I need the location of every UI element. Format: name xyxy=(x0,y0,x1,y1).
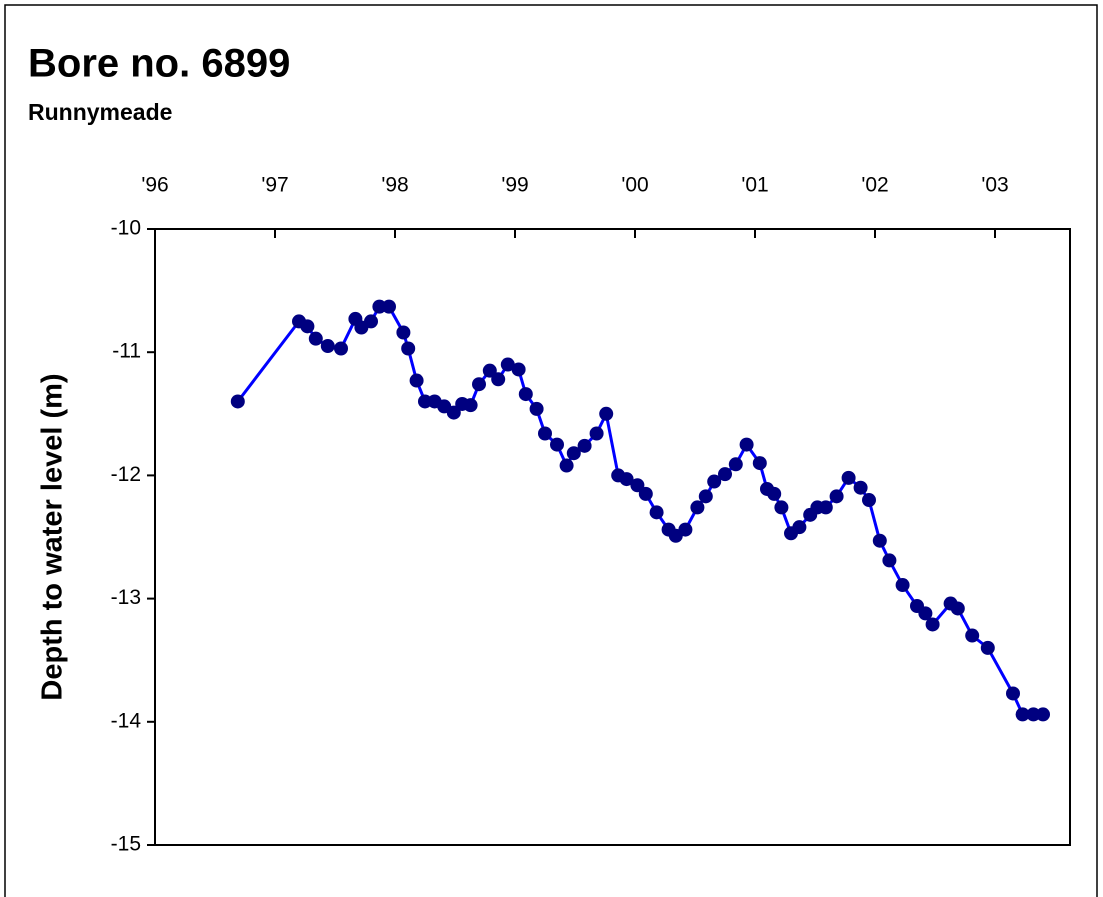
x-tick-label: '02 xyxy=(861,174,888,197)
marker xyxy=(619,472,634,487)
marker xyxy=(1006,686,1020,701)
marker xyxy=(538,426,552,441)
marker xyxy=(382,299,396,314)
y-tick-label: -14 xyxy=(111,709,142,732)
marker xyxy=(418,394,432,409)
marker xyxy=(739,437,754,452)
marker xyxy=(500,357,515,372)
marker xyxy=(895,578,910,593)
marker xyxy=(925,617,940,632)
marker xyxy=(320,339,335,354)
marker xyxy=(853,480,868,495)
marker xyxy=(1015,707,1030,722)
marker xyxy=(589,426,604,441)
marker xyxy=(698,489,713,504)
y-tick-label: -15 xyxy=(111,833,141,856)
marker xyxy=(1026,707,1041,722)
marker xyxy=(472,377,486,392)
x-tick-label: '01 xyxy=(741,174,768,197)
marker xyxy=(518,387,533,402)
marker xyxy=(599,406,614,421)
marker xyxy=(630,478,645,493)
y-axis-label: Depth to water level (m) xyxy=(37,373,69,700)
plot-area xyxy=(154,228,1071,846)
marker xyxy=(230,394,245,409)
x-tick-label: '98 xyxy=(381,174,408,197)
marker xyxy=(446,405,461,420)
y-tick-label: -10 xyxy=(111,217,141,240)
frame xyxy=(4,4,1098,897)
marker xyxy=(792,520,807,535)
x-tick-label: '97 xyxy=(261,174,288,197)
marker xyxy=(334,341,348,356)
marker xyxy=(1036,707,1050,722)
y-tick-label: -12 xyxy=(111,463,141,486)
marker xyxy=(638,486,653,501)
marker xyxy=(862,493,876,508)
marker xyxy=(728,457,743,472)
marker xyxy=(707,474,722,489)
marker xyxy=(401,341,416,356)
marker xyxy=(980,640,995,655)
marker xyxy=(872,533,887,548)
marker xyxy=(463,398,478,413)
y-tick-label: -13 xyxy=(111,586,141,609)
x-tick-label: '03 xyxy=(981,174,1008,197)
marker xyxy=(529,401,544,416)
marker xyxy=(577,438,592,453)
line xyxy=(236,305,1043,716)
marker xyxy=(566,446,581,461)
marker xyxy=(308,331,323,346)
chart-subtitle: Runnymeade xyxy=(28,99,172,125)
marker xyxy=(690,500,705,515)
marker xyxy=(818,500,833,515)
marker xyxy=(678,522,693,537)
marker xyxy=(372,299,387,314)
marker xyxy=(950,601,965,616)
chart-title: Bore no. 6899 xyxy=(28,42,290,86)
marker xyxy=(841,470,856,485)
marker xyxy=(550,437,564,452)
marker xyxy=(396,325,411,340)
x-tick-label: '96 xyxy=(141,174,168,197)
marker xyxy=(364,314,378,329)
marker xyxy=(559,458,574,473)
marker xyxy=(300,319,315,334)
x-tick-label: '00 xyxy=(621,174,648,197)
marker xyxy=(752,456,767,471)
marker xyxy=(482,363,497,378)
marker xyxy=(767,486,782,501)
y-tick-label: -11 xyxy=(112,340,141,363)
marker xyxy=(918,606,933,621)
marker xyxy=(774,500,789,515)
x-tick-label: '99 xyxy=(501,174,528,197)
marker xyxy=(649,505,664,520)
marker xyxy=(511,362,526,377)
marker xyxy=(491,372,506,387)
marker xyxy=(882,553,897,568)
marker xyxy=(409,373,424,388)
marker xyxy=(965,628,980,643)
marker xyxy=(718,467,732,482)
marker xyxy=(829,489,844,504)
